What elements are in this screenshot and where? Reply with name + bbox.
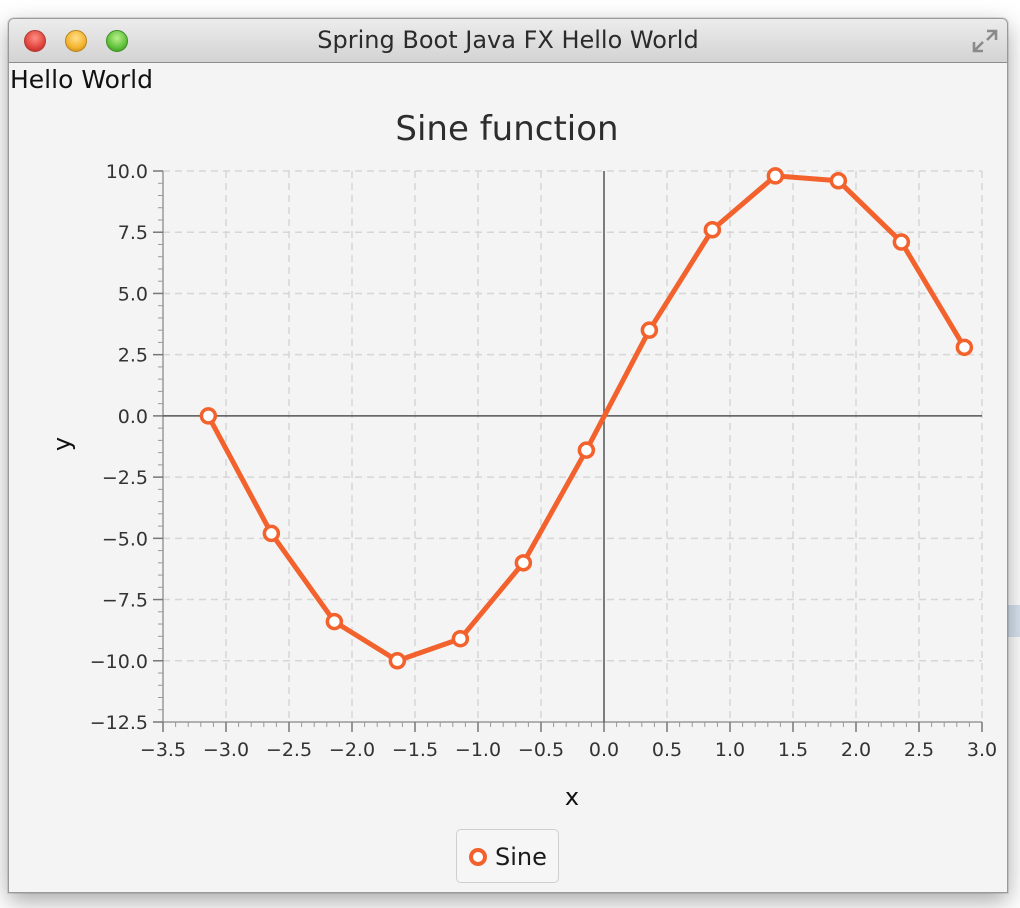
y-axis-ticks: 10.0 7.5 5.0 2.5 0.0 −2.5 −5.0 −7.5 −10.0 −12.5 bbox=[90, 161, 163, 734]
data-point bbox=[262, 524, 281, 543]
x-tick-label: −1.0 bbox=[455, 739, 501, 761]
x-tick-label: 1.5 bbox=[778, 739, 808, 761]
data-point bbox=[577, 441, 596, 459]
y-tick-label: 7.5 bbox=[118, 222, 148, 244]
hello-label: Hello World bbox=[10, 65, 153, 94]
x-tick-label: 2.0 bbox=[841, 739, 871, 761]
data-point bbox=[388, 652, 407, 670]
chart-grid bbox=[163, 170, 983, 722]
window-title: Spring Boot Java FX Hello World bbox=[317, 26, 699, 54]
x-tick-label: 0.5 bbox=[652, 739, 682, 761]
x-tick-label: 3.0 bbox=[967, 739, 997, 761]
data-point bbox=[514, 554, 533, 572]
data-point bbox=[766, 167, 785, 185]
x-tick-label: −2.0 bbox=[329, 739, 375, 761]
x-tick-label: −2.5 bbox=[266, 739, 312, 761]
data-point bbox=[829, 172, 848, 190]
x-tick-label: −1.5 bbox=[392, 739, 438, 761]
zoom-button[interactable] bbox=[106, 30, 128, 52]
legend-label-sine: Sine bbox=[495, 843, 547, 871]
y-tick-label: −2.5 bbox=[102, 467, 148, 489]
x-tick-label: 1.0 bbox=[715, 739, 745, 761]
x-tick-label: −3.5 bbox=[140, 739, 186, 761]
data-point bbox=[451, 629, 470, 648]
y-tick-label: 5.0 bbox=[118, 283, 148, 305]
x-axis-ticks: −3.5 −3.0 −2.5 −2.0 −1.5 −1.0 −0.5 0.0 0.5 1.0 1.5… bbox=[140, 722, 997, 761]
data-point bbox=[640, 321, 659, 339]
data-point bbox=[955, 338, 974, 357]
y-tick-label: −12.5 bbox=[90, 712, 148, 734]
y-tick-label: 10.0 bbox=[106, 161, 148, 183]
line-chart: Sine function −3.5 −3.0 −2.5 −2.0 −1.5 −1.0 −0… bbox=[48, 109, 997, 811]
data-point bbox=[892, 233, 911, 251]
y-axis-title: y bbox=[48, 437, 76, 451]
x-tick-label: 2.5 bbox=[904, 739, 934, 761]
data-point bbox=[199, 407, 218, 425]
close-button[interactable] bbox=[24, 30, 46, 52]
y-tick-label: 2.5 bbox=[118, 345, 148, 367]
chart-legend: Sine bbox=[456, 829, 559, 883]
y-tick-label: −10.0 bbox=[90, 651, 148, 673]
chart-series bbox=[199, 167, 974, 670]
chart-axes bbox=[162, 171, 982, 723]
x-tick-label: 0.0 bbox=[589, 739, 619, 761]
data-point bbox=[703, 221, 722, 239]
legend-symbol-sine bbox=[469, 848, 487, 866]
y-tick-label: −5.0 bbox=[102, 528, 148, 550]
x-tick-label: −0.5 bbox=[518, 739, 564, 761]
fullscreen-icon[interactable] bbox=[971, 28, 999, 54]
series-line-sine bbox=[205, 173, 967, 664]
x-tick-label: −3.0 bbox=[203, 739, 249, 761]
data-point bbox=[325, 612, 344, 631]
y-tick-label: −7.5 bbox=[102, 590, 148, 612]
y-tick-label: 0.0 bbox=[118, 406, 148, 428]
x-axis-title: x bbox=[565, 783, 579, 811]
chart-title: Sine function bbox=[395, 109, 618, 149]
title-bar[interactable]: Spring Boot Java FX Hello World bbox=[9, 19, 1007, 63]
minimize-button[interactable] bbox=[65, 30, 87, 52]
app-window: Spring Boot Java FX Hello World Hello Wo… bbox=[8, 18, 1008, 893]
